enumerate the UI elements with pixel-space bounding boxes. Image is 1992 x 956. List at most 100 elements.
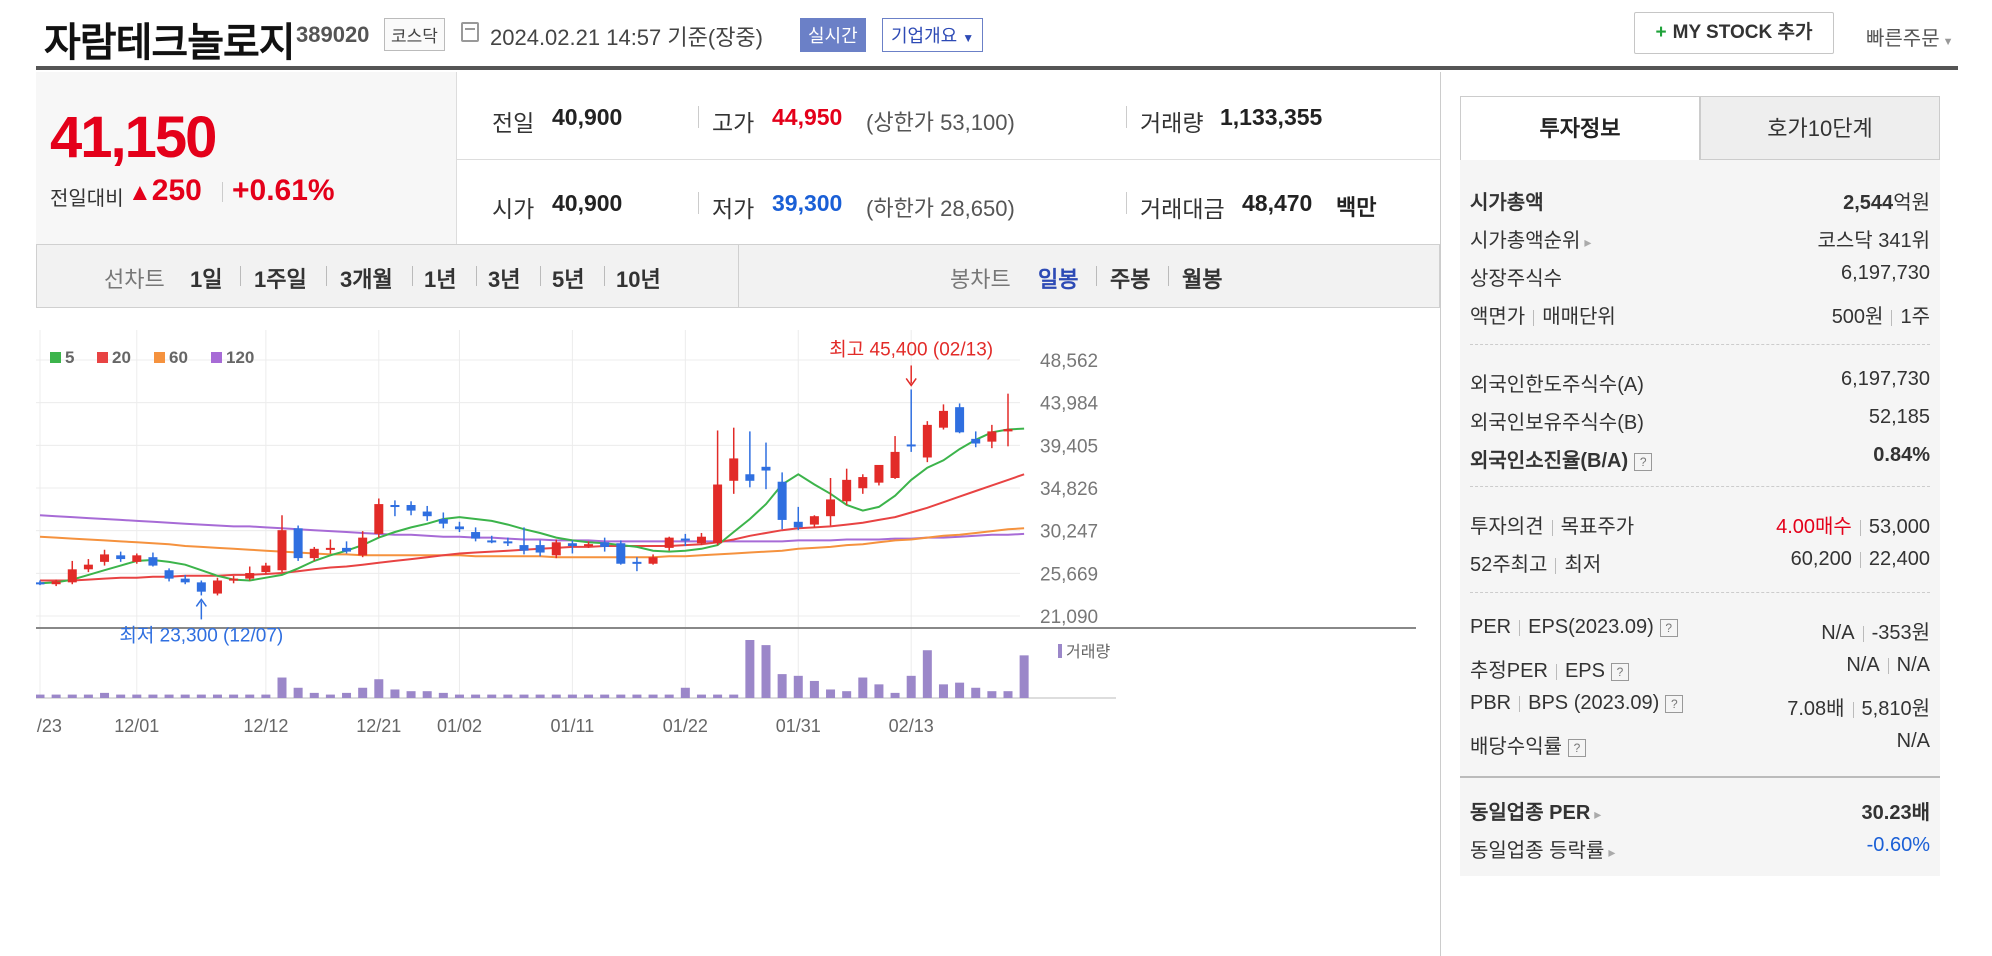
max-arrow-head: [905, 378, 917, 387]
divider: [540, 266, 541, 286]
dividend-label: 배당수익률: [1470, 736, 1562, 758]
candle-body: [116, 555, 126, 560]
low-value: 39,300: [772, 190, 843, 216]
divider: [1519, 695, 1521, 712]
y-tick-label: 48,562: [1040, 351, 1098, 372]
candle-body: [438, 518, 448, 524]
tab-candle-monthly[interactable]: 월봉: [1182, 267, 1223, 292]
est-eps-label: EPS: [1564, 660, 1605, 682]
volume-bar: [277, 677, 287, 698]
tab-invest-info[interactable]: 투자정보: [1460, 96, 1700, 160]
volume-bar: [51, 694, 61, 698]
volume-bar: [36, 694, 45, 698]
help-icon[interactable]: ?: [1568, 738, 1586, 757]
divider: [1555, 557, 1557, 574]
per-value: N/A: [1821, 622, 1855, 644]
candle-body: [696, 536, 706, 544]
tab-line-3y[interactable]: 3년: [488, 267, 521, 292]
volume-bar: [987, 691, 997, 698]
candle-body: [826, 499, 836, 517]
divider: [1460, 776, 1940, 778]
divider: [1859, 519, 1861, 536]
x-tick-label: 01/31: [776, 716, 821, 736]
help-icon[interactable]: ?: [1610, 662, 1629, 681]
tab-candle-daily[interactable]: 일봉: [1038, 267, 1079, 292]
volume-bar: [745, 640, 755, 698]
listed-shares-row: 상장주식수 6,197,730: [1470, 262, 1930, 291]
target-price-value: 53,000: [1868, 516, 1930, 538]
divider: [1862, 625, 1864, 642]
volume-bar: [664, 694, 674, 698]
market-badge: 코스닥: [384, 18, 445, 51]
tab-line-5y[interactable]: 5년: [552, 267, 585, 292]
corp-info-dropdown[interactable]: 기업개요 ▼: [882, 18, 984, 52]
realtime-button[interactable]: 실시간: [800, 18, 866, 52]
eps-label: EPS(2023.09): [1528, 616, 1654, 638]
candle-body: [229, 578, 239, 581]
tab-line-1d[interactable]: 1일: [190, 267, 223, 292]
help-icon[interactable]: ?: [1659, 618, 1678, 637]
tab-line-1y[interactable]: 1년: [424, 267, 457, 292]
side-panel: [1460, 160, 1940, 876]
divider: [326, 266, 327, 286]
market-cap-row: 시가총액 2,544억원: [1470, 186, 1930, 215]
candle-body: [325, 547, 335, 550]
candle-body: [180, 578, 190, 583]
trade-unit-value: 1주: [1900, 306, 1930, 328]
volume-bar: [325, 694, 335, 698]
ma120-line: [39, 514, 1025, 543]
w52-high-value: 60,200: [1790, 548, 1852, 570]
candle-body: [342, 547, 352, 552]
stock-chart[interactable]: 48,562 43,984 39,405 34,826 30,247 25,669 21,0…: [36, 330, 1440, 956]
candle-body: [261, 565, 271, 573]
market-cap-rank-row[interactable]: 시가총액순위 ▸ 코스닥 341위: [1470, 224, 1930, 253]
tab-orderbook[interactable]: 호가10단계: [1700, 96, 1940, 160]
volume-bar: [454, 694, 464, 698]
est-eps-value: N/A: [1896, 654, 1930, 676]
candle-body: [212, 580, 222, 594]
volume-label: 거래량: [1140, 110, 1204, 136]
opinion-row: 투자의견 목표주가 4.00매수 53,000: [1470, 510, 1930, 539]
foreign-ratio-row: 외국인소진율(B/A)? 0.84%: [1470, 444, 1930, 473]
quick-order-button[interactable]: 빠른주문 ▼: [1866, 22, 1954, 51]
foreign-limit-row: 외국인한도주식수(A) 6,197,730: [1470, 368, 1930, 397]
tab-candle-weekly[interactable]: 주봉: [1110, 267, 1151, 292]
candle-body: [1003, 429, 1013, 432]
help-icon[interactable]: ?: [1665, 694, 1684, 713]
divider: [1551, 519, 1553, 536]
divider: [240, 266, 241, 286]
y-tick-label: 34,826: [1040, 479, 1098, 500]
volume-bar: [729, 694, 739, 698]
min-arrow-head: [195, 598, 207, 607]
dividend-row: 배당수익률? N/A: [1470, 730, 1930, 759]
sector-change-row[interactable]: 동일업종 등락률 ▸ -0.60%: [1470, 834, 1930, 863]
pbr-value: 7.08배: [1787, 698, 1845, 720]
y-tick-label: 43,984: [1040, 394, 1099, 415]
par-value-label: 액면가: [1470, 306, 1526, 328]
mystock-label: MY STOCK 추가: [1672, 22, 1813, 43]
volume-bar: [132, 694, 142, 698]
mystock-add-button[interactable]: + MY STOCK 추가: [1634, 12, 1834, 54]
candle-body: [164, 570, 174, 579]
help-icon[interactable]: ?: [1634, 452, 1653, 471]
candle-body: [196, 582, 206, 592]
candle-body: [422, 511, 432, 517]
x-tick-label: 01/11: [551, 716, 595, 736]
candle-body: [987, 431, 997, 442]
volume-bar: [567, 694, 577, 698]
sector-change-label: 동일업종 등락률: [1470, 840, 1605, 862]
sector-per-row[interactable]: 동일업종 PER ▸ 30.23배: [1470, 796, 1930, 825]
candle-body: [454, 526, 464, 530]
bps-value: 5,810원: [1861, 698, 1930, 720]
volume-bar: [180, 694, 190, 698]
tab-line-1w[interactable]: 1주일: [254, 267, 307, 292]
sector-per-label: 동일업종 PER: [1470, 802, 1591, 824]
candle-body: [938, 410, 948, 428]
candle-body: [809, 516, 819, 525]
candle-body: [83, 564, 93, 570]
tab-line-3m[interactable]: 3개월: [340, 267, 393, 292]
divider: [1887, 657, 1889, 674]
volume-bar: [713, 694, 723, 698]
tab-line-10y[interactable]: 10년: [616, 267, 661, 292]
volume-bar: [842, 691, 852, 698]
